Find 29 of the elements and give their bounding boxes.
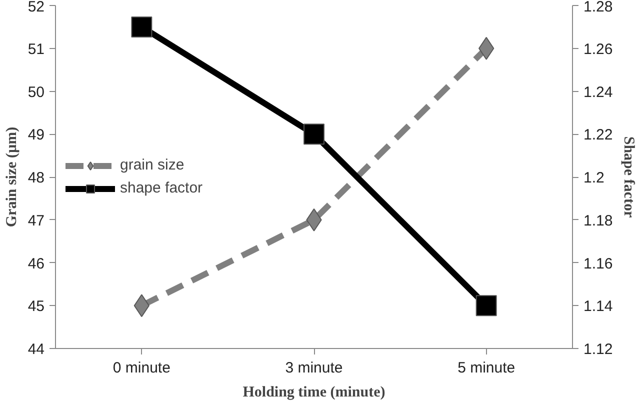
y2-axis-title: Shape factor [620, 136, 637, 218]
y-tick-label: 49 [28, 126, 45, 144]
y2-tick-label: 1.22 [584, 126, 613, 144]
y2-tick-label: 1.24 [584, 84, 613, 101]
y-axis-title: Grain size (µm) [4, 126, 20, 228]
y2-tick-label: 1.2 [584, 170, 604, 186]
y2-tick-label: 1.26 [584, 40, 613, 58]
y-tick-label: 51 [28, 40, 45, 58]
y2-tick-label: 1.14 [584, 298, 613, 316]
y2-tick-label: 1.18 [584, 212, 613, 230]
x-tick-label: 5 minute [458, 360, 516, 376]
y-tick-label: 44 [28, 341, 45, 358]
legend-label: grain size [120, 156, 184, 174]
legend-label: shape factor [120, 180, 203, 196]
y2-tick-label: 1.16 [584, 255, 613, 272]
y2-tick-label: 1.28 [584, 0, 613, 16]
x-axis-title: Holding time (minute) [242, 384, 386, 400]
x-tick-label: 0 minute [112, 360, 170, 376]
y-tick-label: 50 [28, 84, 45, 101]
point [476, 295, 497, 316]
point [131, 16, 152, 38]
y2-tick-label: 1.12 [584, 341, 613, 358]
y-tick-label: 52 [28, 0, 45, 16]
y-tick-label: 47 [28, 212, 45, 230]
y-tick-label: 45 [28, 298, 45, 316]
x-tick-label: 3 minute [285, 360, 343, 376]
y-tick-label: 48 [28, 170, 45, 186]
point [304, 124, 324, 145]
y-tick-label: 46 [28, 255, 45, 272]
